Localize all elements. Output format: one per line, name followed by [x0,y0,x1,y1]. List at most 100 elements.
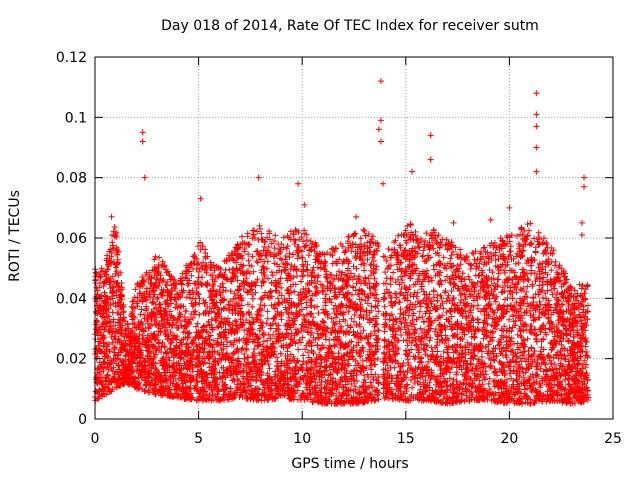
data-point [112,264,119,271]
data-point [435,232,442,239]
data-point [491,322,498,329]
data-point [383,275,390,282]
data-point [336,256,343,263]
data-point [427,334,434,341]
data-point [437,302,444,309]
data-point [227,288,234,295]
data-point [417,303,424,310]
data-point [486,375,493,382]
data-point [470,250,477,257]
data-point [420,252,427,259]
data-point [515,259,522,266]
data-point [274,363,281,370]
chart-title: Day 018 of 2014, Rate Of TEC Index for r… [161,18,539,34]
data-point [345,308,352,315]
data-point [381,328,388,335]
data-point [409,306,416,313]
data-point [315,335,322,342]
data-point [278,284,285,291]
data-point [109,239,116,246]
data-point [459,270,466,277]
data-point [528,270,535,277]
data-point [245,257,252,264]
data-point [300,352,307,359]
data-point [391,239,398,246]
data-point [471,256,478,263]
data-point [322,363,329,370]
data-point [539,240,546,247]
data-point [408,346,415,353]
data-point [223,275,230,282]
data-point [412,335,419,342]
data-point [275,295,282,302]
data-point [548,267,555,274]
data-point [303,304,310,311]
data-point [485,380,492,387]
data-point [180,356,187,363]
data-point [374,248,381,255]
data-point [229,351,236,358]
data-point [282,253,289,260]
data-point [156,254,163,261]
data-point [536,298,543,305]
data-point [253,248,260,255]
data-point [112,322,119,329]
data-point [112,229,119,236]
data-point [470,303,477,310]
data-point [369,254,376,261]
data-point [513,299,520,306]
data-point [357,235,364,242]
data-point [199,274,206,281]
data-point [447,255,454,262]
data-point [303,231,310,238]
x-axis-label: GPS time / hours [291,456,409,472]
data-point [584,353,591,360]
data-point [420,247,427,254]
data-point [241,245,248,252]
data-point [448,287,455,294]
data-point [295,339,302,346]
data-point [579,381,586,388]
data-point [530,374,537,381]
data-point [240,285,247,292]
data-point [396,315,403,322]
data-point [237,316,244,323]
data-point [264,315,271,322]
data-point [390,269,397,276]
data-point [108,232,115,239]
data-point [188,272,195,279]
data-point [192,382,199,389]
data-point [457,261,464,268]
data-point [332,284,339,291]
data-point [492,368,499,375]
data-point [525,277,532,284]
data-point [527,312,534,319]
data-point [157,311,164,318]
data-point [199,334,206,341]
data-point [362,297,369,304]
data-point [373,247,380,254]
data-point [520,349,527,356]
data-point [253,258,260,265]
data-point [352,241,359,248]
data-point [285,310,292,317]
data-point [532,249,539,256]
data-point [249,303,256,310]
data-point [194,320,201,327]
data-point [544,271,551,278]
data-point [442,242,449,249]
data-point [291,241,298,248]
data-points [92,78,591,407]
data-point [385,338,392,345]
data-point [221,391,228,398]
data-point [101,326,108,333]
data-point [364,336,371,343]
data-point [164,286,171,293]
data-point [295,244,302,251]
data-point [442,289,449,296]
data-point [386,316,393,323]
data-point [449,248,456,255]
data-point [361,267,368,274]
data-point [297,278,304,285]
